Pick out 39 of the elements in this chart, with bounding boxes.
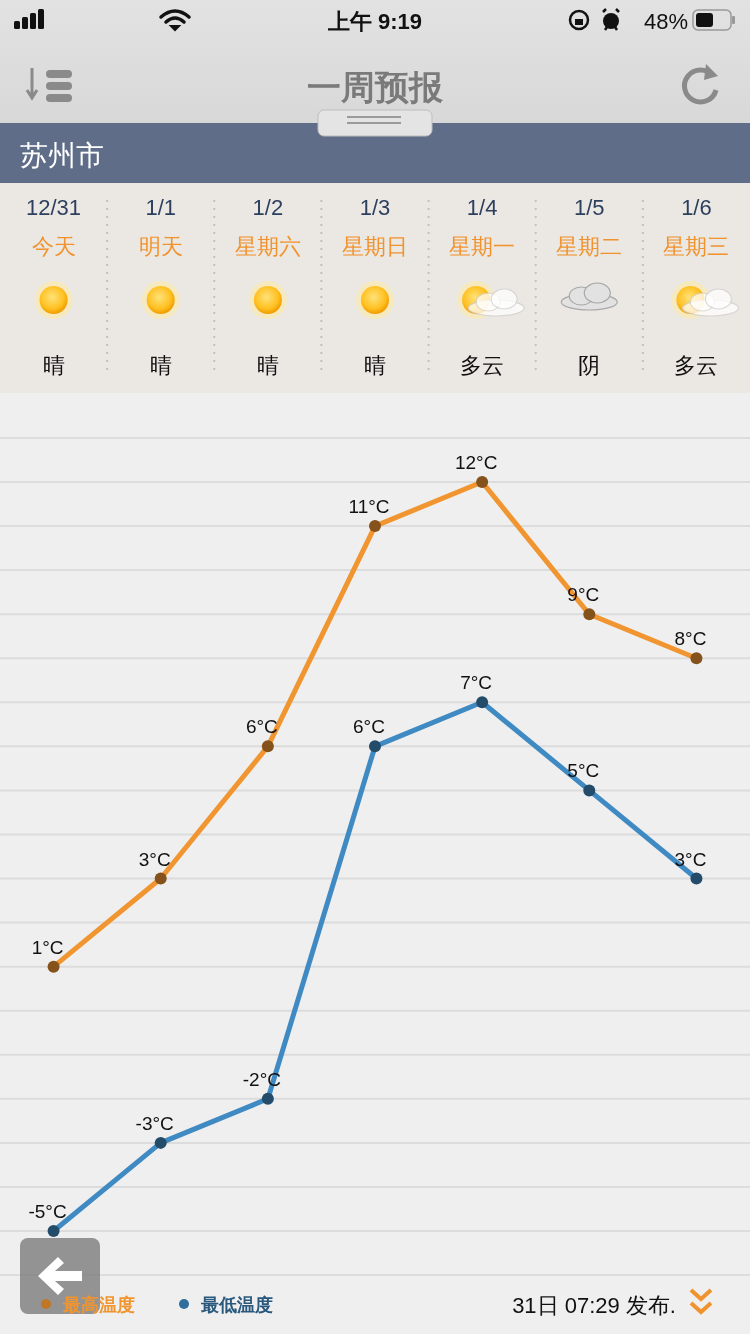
legend-label: 最高温度 <box>63 1295 135 1315</box>
data-label: 8°C <box>674 628 707 650</box>
category-label: 1/1 <box>145 195 176 220</box>
title: 一周预报 <box>307 68 443 106</box>
data-label: 12°C <box>454 452 498 473</box>
weather-label: 晴 <box>149 353 172 378</box>
weather-label: 阴 <box>578 353 601 378</box>
status-time: 上午 9:19 <box>327 9 423 34</box>
subtitle: 苏州市 <box>20 140 104 171</box>
day-label: 星期一 <box>449 234 516 259</box>
day-label: 今天 <box>31 234 76 259</box>
weather-label: 晴 <box>256 353 279 378</box>
category-label: 1/2 <box>252 195 284 220</box>
weather-label: 多云 <box>674 353 719 378</box>
legend-label: 最低温度 <box>201 1295 273 1315</box>
day-label: 星期二 <box>556 234 623 259</box>
data-label: 5°C <box>567 760 600 782</box>
day-label: 明天 <box>138 234 183 259</box>
weather-label: 多云 <box>460 353 505 378</box>
weather-label: 晴 <box>42 353 65 378</box>
data-label: 3°C <box>674 848 707 870</box>
data-label: -3°C <box>135 1112 174 1134</box>
category-label: 1/6 <box>681 195 712 220</box>
data-label: 6°C <box>353 716 385 738</box>
annotation: 31日 07:29 发布. <box>512 1293 676 1318</box>
data-label: 1°C <box>31 936 64 958</box>
category-label: 1/4 <box>466 195 498 220</box>
category-label: 1/3 <box>359 195 391 220</box>
day-label: 星期三 <box>663 234 730 259</box>
category-label: 12/31 <box>26 195 82 220</box>
day-label: 星期日 <box>342 234 408 259</box>
data-label: 11°C <box>348 496 390 518</box>
category-label: 1/5 <box>574 195 605 220</box>
day-label: 星期六 <box>234 234 301 259</box>
data-label: 7°C <box>460 672 493 694</box>
data-label: -5°C <box>28 1201 67 1222</box>
data-label: 3°C <box>138 848 171 870</box>
battery-level: 48% <box>643 9 688 34</box>
weather-label: 晴 <box>364 353 386 378</box>
